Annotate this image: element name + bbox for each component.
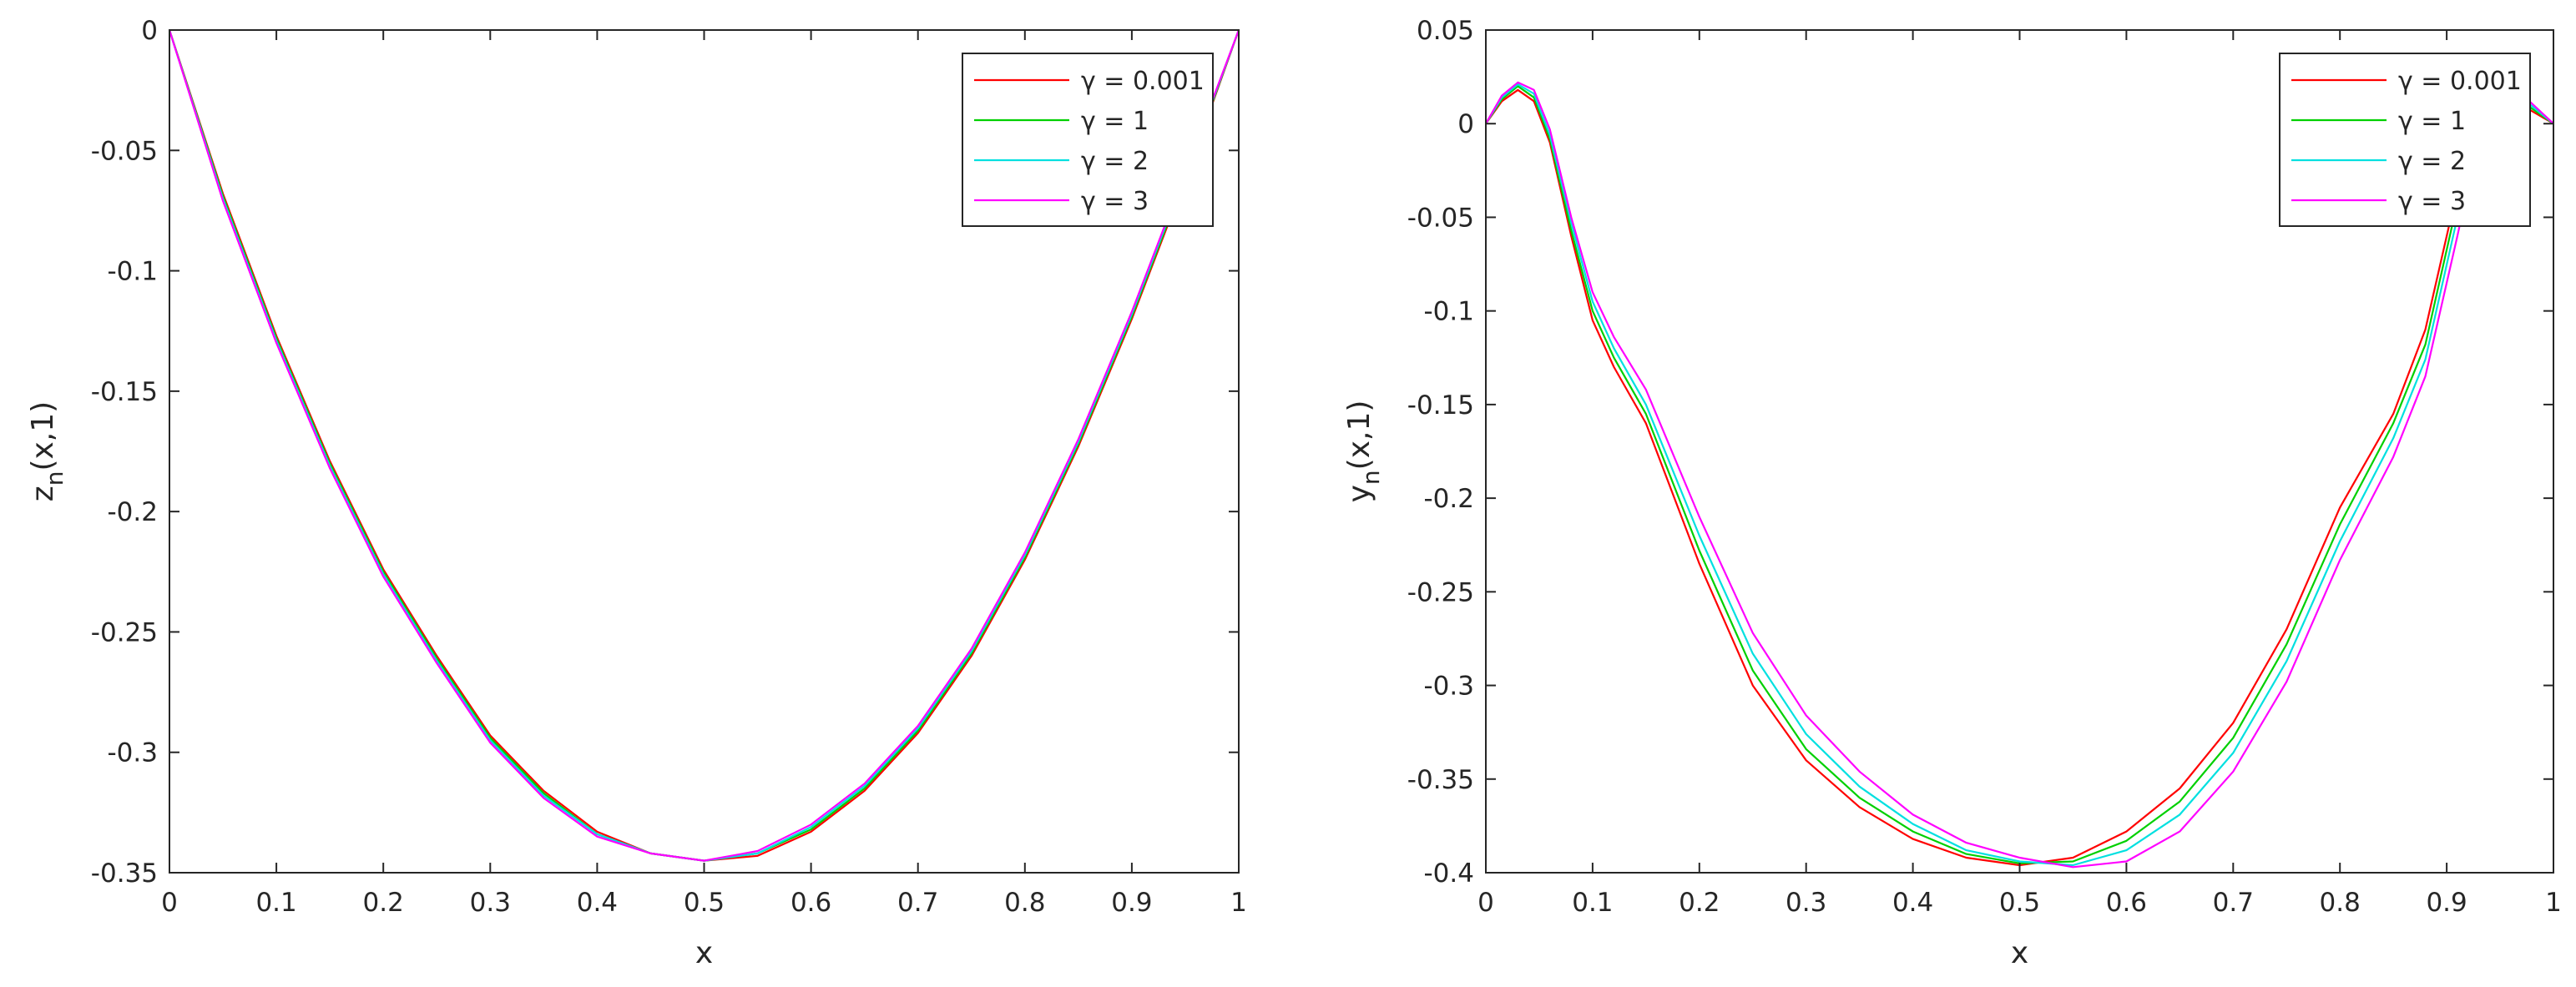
x-tick-label: 0.7 xyxy=(2213,888,2254,918)
legend: γ = 0.001 γ = 1 γ = 2 γ = 3 xyxy=(962,53,1214,227)
y-tick-label: -0.2 xyxy=(1424,484,1475,514)
y-tick-label: -0.3 xyxy=(1424,672,1475,702)
x-tick-label: 0.8 xyxy=(1004,888,1045,918)
y-axis-label-subscript: n xyxy=(41,471,68,486)
series-line xyxy=(1485,88,2554,867)
y-tick-label: -0.15 xyxy=(91,377,158,407)
legend-entry: γ = 1 xyxy=(974,107,1149,136)
x-tick-label: 0.1 xyxy=(255,888,296,918)
x-tick-label: 0.2 xyxy=(363,888,404,918)
chart-panel-y: 0 0.1 0.2 0.3 0.4 0.5 0.6 0.7 0.8 0.9 1 0.05 0 -0.05 -… xyxy=(1342,16,2562,970)
y-tick-label: -0.15 xyxy=(1407,390,1474,420)
x-tick-label: 0 xyxy=(1477,888,1494,918)
x-axis-label: x xyxy=(2011,936,2028,970)
x-tick-label: 0.1 xyxy=(1572,888,1613,918)
legend-entry: γ = 3 xyxy=(2291,187,2466,216)
y-tick-label: -0.35 xyxy=(91,859,158,889)
legend-box xyxy=(2279,53,2531,227)
x-tick-label: 0.5 xyxy=(1999,888,2040,918)
x-tick-label: 1 xyxy=(2545,888,2562,918)
legend-entry: γ = 3 xyxy=(974,187,1149,216)
x-tick-label: 0.9 xyxy=(1111,888,1152,918)
x-tick-label: 1 xyxy=(1230,888,1247,918)
x-tick-label: 0.4 xyxy=(577,888,618,918)
x-tick-label: 0 xyxy=(161,888,178,918)
y-tick-label: -0.05 xyxy=(1407,203,1474,233)
y-tick-label: 0.05 xyxy=(1417,16,1474,46)
ticks-layer: 0 0.1 0.2 0.3 0.4 0.5 0.6 0.7 0.8 0.9 1 0 -0.05 -0.1 -… xyxy=(91,16,1247,918)
series-layer xyxy=(1485,81,2554,869)
y-tick-label: -0.1 xyxy=(1424,297,1475,327)
y-tick-label: -0.05 xyxy=(91,136,158,166)
x-tick-label: 0.4 xyxy=(1892,888,1933,918)
y-axis-label: zn(x,1) xyxy=(26,401,68,501)
legend-entry: γ = 2 xyxy=(2291,147,2466,176)
x-tick-label: 0.7 xyxy=(897,888,938,918)
x-tick-label: 0.6 xyxy=(2106,888,2147,918)
x-tick-label: 0.3 xyxy=(470,888,511,918)
y-tick-label: -0.2 xyxy=(108,497,159,527)
x-tick-label: 0.8 xyxy=(2320,888,2361,918)
series-line xyxy=(1485,85,2554,864)
y-tick-label: -0.35 xyxy=(1407,765,1474,795)
y-axis-label-main: y xyxy=(1342,485,1376,502)
legend-label: γ = 1 xyxy=(2398,107,2466,136)
y-tick-label: -0.25 xyxy=(91,617,158,647)
legend-label: γ = 0.001 xyxy=(2398,67,2522,96)
y-tick-label: -0.1 xyxy=(108,257,159,287)
x-tick-label: 0.2 xyxy=(1679,888,1720,918)
legend-label: γ = 1 xyxy=(1081,107,1149,136)
series-line xyxy=(168,29,1240,862)
x-tick-label: 0.6 xyxy=(790,888,831,918)
legend-box xyxy=(962,53,1214,227)
y-tick-label: -0.25 xyxy=(1407,577,1474,607)
y-axis-label-args: (x,1) xyxy=(1342,400,1376,471)
legend-entry: γ = 0.001 xyxy=(2291,67,2522,96)
legend-entry: γ = 0.001 xyxy=(974,67,1205,96)
y-tick-label: 0 xyxy=(141,16,158,46)
legend-label: γ = 0.001 xyxy=(1081,67,1205,96)
x-tick-label: 0.3 xyxy=(1786,888,1826,918)
x-tick-label: 0.9 xyxy=(2426,888,2467,918)
x-axis-label: x xyxy=(695,936,713,970)
y-axis-label-subscript: n xyxy=(1357,470,1385,485)
legend-entry: γ = 1 xyxy=(2291,107,2466,136)
legend-entry: γ = 2 xyxy=(974,147,1149,176)
series-layer xyxy=(168,29,1240,862)
y-tick-label: -0.4 xyxy=(1424,859,1475,889)
series-line xyxy=(1485,81,2554,869)
y-axis-label: yn(x,1) xyxy=(1342,400,1385,503)
legend: γ = 0.001 γ = 1 γ = 2 γ = 3 xyxy=(2279,53,2531,227)
legend-label: γ = 3 xyxy=(2398,187,2466,216)
ticks-layer: 0 0.1 0.2 0.3 0.4 0.5 0.6 0.7 0.8 0.9 1 0.05 0 -0.05 -… xyxy=(1407,16,2562,918)
series-line xyxy=(1485,83,2554,867)
legend-label: γ = 2 xyxy=(1081,147,1149,176)
chart-panel-z: 0 0.1 0.2 0.3 0.4 0.5 0.6 0.7 0.8 0.9 1 0 -0.05 -0.1 -… xyxy=(26,16,1247,970)
x-tick-label: 0.5 xyxy=(684,888,725,918)
y-axis-label-main: z xyxy=(26,486,60,501)
legend-label: γ = 2 xyxy=(2398,147,2466,176)
y-tick-label: 0 xyxy=(1457,109,1474,139)
y-axis-label-args: (x,1) xyxy=(26,401,60,471)
legend-label: γ = 3 xyxy=(1081,187,1149,216)
y-tick-label: -0.3 xyxy=(108,738,159,768)
